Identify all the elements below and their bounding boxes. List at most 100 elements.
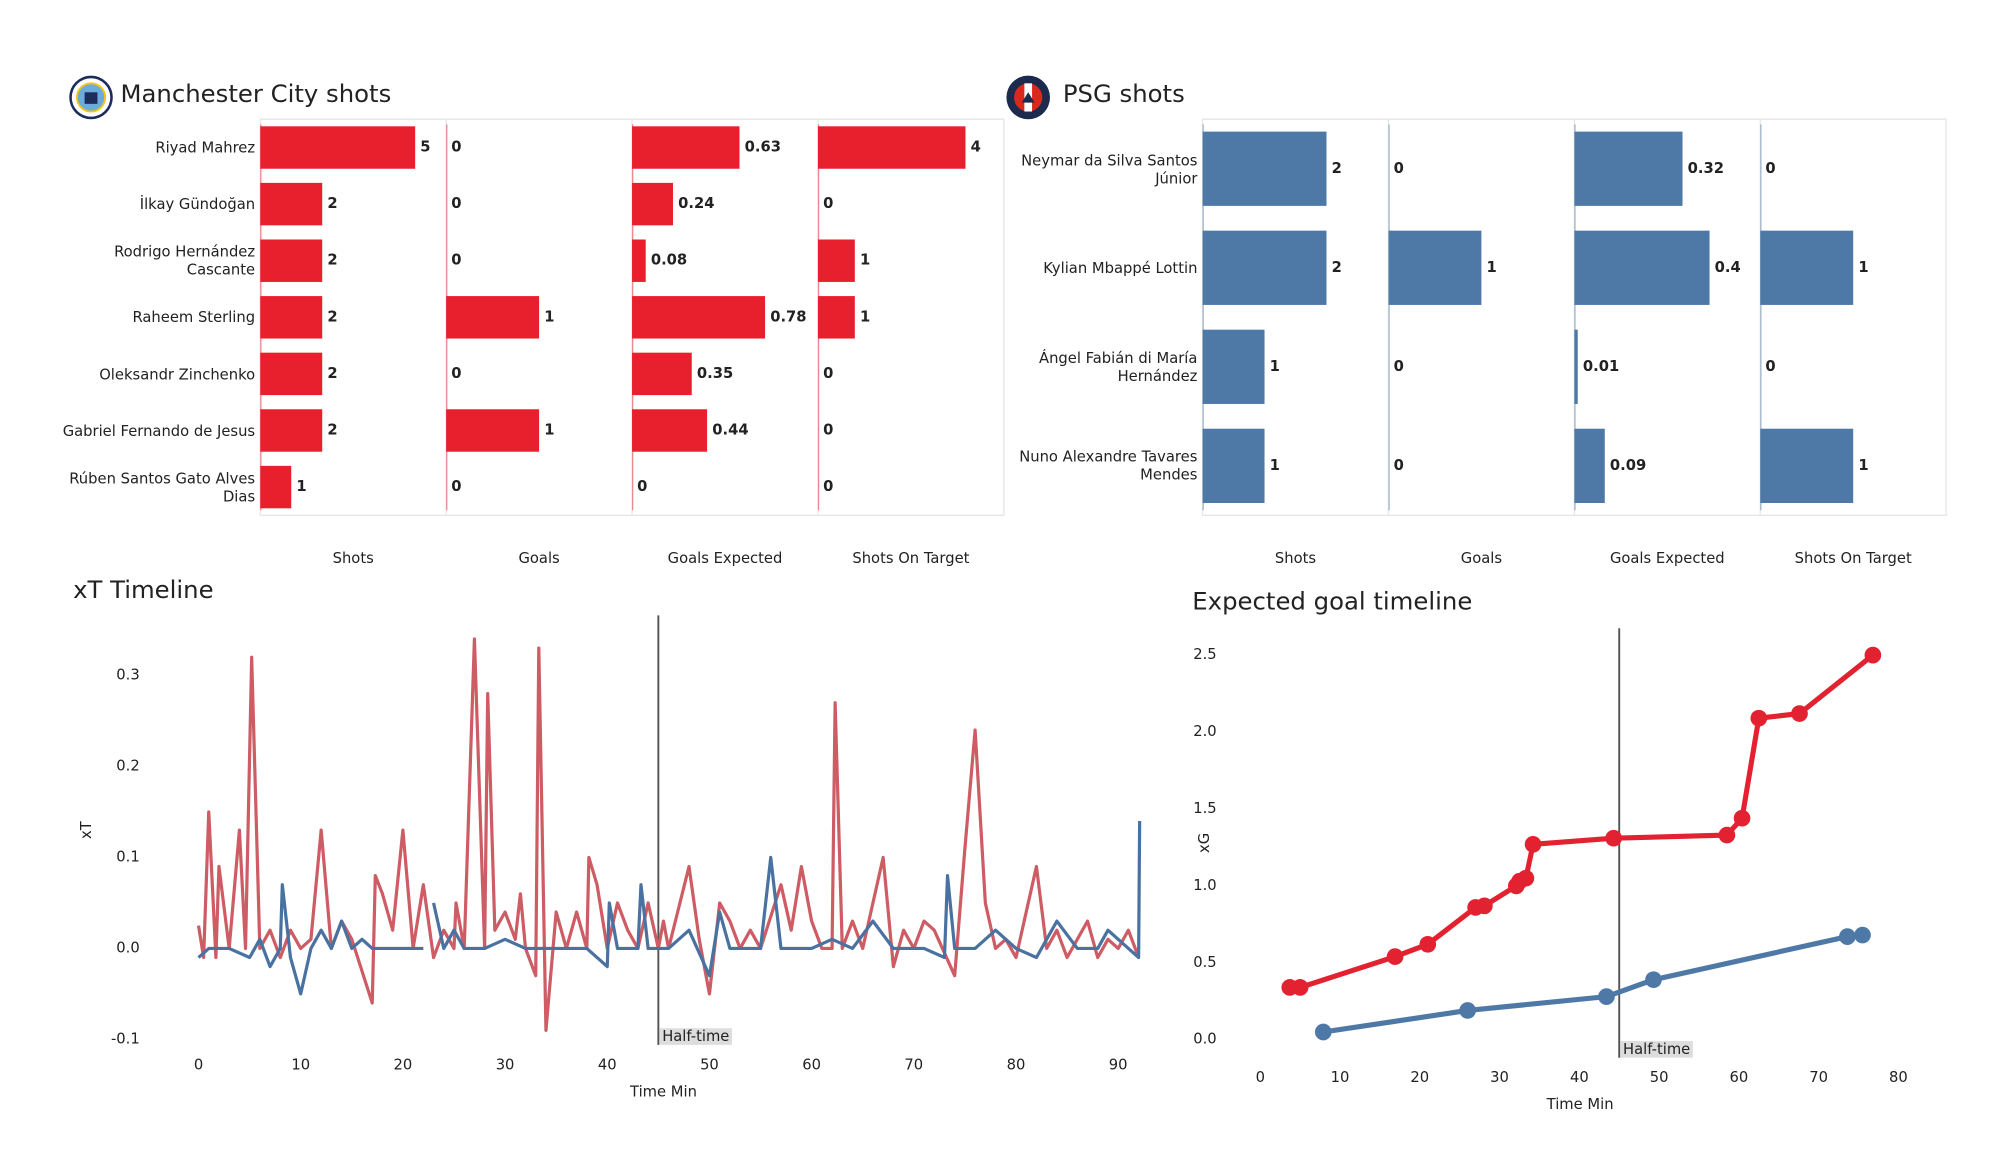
- halftime-label: Half-time: [662, 1028, 729, 1045]
- player-label: Kylian Mbappé Lottin: [1043, 258, 1198, 277]
- player-label-box: Rúben Santos Gato Alves Dias: [69, 469, 255, 505]
- series-line: [1322, 932, 1863, 1035]
- metric-label: Goals: [1461, 550, 1502, 567]
- value-label: 0: [451, 478, 461, 495]
- metric-label: Goals Expected: [1610, 550, 1725, 567]
- bar: [260, 182, 323, 226]
- point: [1459, 1002, 1476, 1019]
- x-axis-label: Time Min: [629, 1083, 697, 1100]
- player-label-box: Kylian Mbappé Lottin: [1043, 258, 1198, 277]
- x-tick-label: 90: [1109, 1056, 1128, 1073]
- x-tick-label: 10: [1331, 1069, 1350, 1086]
- point: [1476, 897, 1493, 915]
- metric-label: Shots: [333, 550, 374, 567]
- bar: [1202, 329, 1265, 404]
- value-label: 0.44: [712, 421, 748, 438]
- player-label: Oleksandr Zinchenko: [99, 364, 256, 383]
- point: [1419, 935, 1437, 953]
- bar: [446, 409, 540, 452]
- chart-title: Expected goal timeline: [1192, 587, 1472, 616]
- metric-label: Goals Expected: [668, 550, 783, 567]
- point: [1718, 826, 1736, 844]
- x-tick-label: 70: [1809, 1069, 1828, 1086]
- bar: [1574, 230, 1710, 305]
- y-tick-label: 0.0: [1193, 1031, 1216, 1048]
- player-label-box: Ángel Fabián di María Hernández: [1039, 349, 1197, 385]
- bar: [632, 126, 740, 169]
- y-tick-label: 0.5: [1193, 954, 1216, 971]
- bar: [817, 239, 855, 282]
- y-tick-label: 0.3: [116, 666, 139, 683]
- value-label: 0: [451, 195, 461, 212]
- y-tick-label: 0.0: [116, 939, 139, 956]
- player-label: Riyad Mahrez: [155, 138, 256, 157]
- bar: [1388, 230, 1482, 305]
- bar: [632, 296, 766, 339]
- point: [1750, 709, 1768, 727]
- value-label: 0.09: [1610, 457, 1646, 474]
- y-tick-label: 0.2: [116, 757, 139, 774]
- value-label: 0.24: [678, 195, 714, 212]
- bar: [632, 239, 646, 282]
- value-label: 1: [860, 308, 870, 325]
- value-label: 1: [544, 421, 554, 438]
- player-label-box: Raheem Sterling: [132, 308, 255, 326]
- player-label-box: İlkay Gündoğan: [140, 195, 255, 213]
- value-label: 2: [327, 252, 337, 269]
- value-label: 0.35: [697, 365, 733, 382]
- chart-title: xT Timeline: [73, 575, 214, 604]
- player-label-box: Nuno Alexandre Tavares Mendes: [1019, 447, 1198, 484]
- value-label: 2: [327, 365, 337, 382]
- value-label: 0: [823, 195, 833, 212]
- x-tick-label: 30: [1490, 1069, 1509, 1086]
- player-label-box: Rodrigo Hernández Cascante: [114, 242, 256, 279]
- point: [1314, 1023, 1332, 1041]
- x-tick-label: 0: [1256, 1069, 1265, 1086]
- point: [1864, 646, 1882, 664]
- value-label: 0: [1394, 457, 1404, 474]
- bar: [1574, 131, 1683, 206]
- point: [1386, 948, 1404, 965]
- bar: [260, 352, 323, 396]
- x-tick-label: 30: [496, 1056, 515, 1073]
- player-label-box: Gabriel Fernando de Jesus: [63, 421, 255, 439]
- x-axis-label: Time Min: [1546, 1096, 1614, 1113]
- y-axis-label: xT: [78, 820, 95, 839]
- series-line: [1289, 653, 1875, 990]
- point: [1598, 988, 1615, 1005]
- x-tick-label: 70: [904, 1056, 923, 1073]
- bar: [1202, 230, 1327, 305]
- point: [1733, 809, 1751, 827]
- bar: [446, 296, 540, 339]
- value-label: 2: [1332, 259, 1342, 276]
- series-line: [196, 637, 1141, 1032]
- value-label: 1: [1270, 358, 1280, 375]
- value-label: 0: [1765, 358, 1775, 375]
- metric-label: Shots On Target: [1795, 550, 1912, 567]
- bar: [632, 409, 708, 452]
- bar: [260, 239, 323, 282]
- x-tick-label: 20: [1410, 1069, 1429, 1086]
- value-label: 1: [544, 308, 554, 325]
- y-tick-label: 2.0: [1193, 723, 1216, 740]
- value-label: 0: [823, 478, 833, 495]
- player-label: Rodrigo Hernández Cascante: [114, 242, 256, 279]
- value-label: 2: [1332, 160, 1342, 177]
- value-label: 0.63: [745, 139, 781, 156]
- point: [1291, 979, 1309, 996]
- point: [1517, 869, 1535, 887]
- bar: [632, 352, 692, 396]
- series-line: [197, 821, 1142, 996]
- x-tick-label: 80: [1889, 1069, 1908, 1086]
- player-label: Neymar da Silva Santos Júnior: [1021, 150, 1198, 187]
- value-label: 0: [637, 478, 647, 495]
- chart-title: Manchester City shots: [121, 79, 392, 108]
- value-label: 2: [327, 308, 337, 325]
- value-label: 0.01: [1583, 358, 1619, 375]
- player-label: Nuno Alexandre Tavares Mendes: [1019, 447, 1198, 484]
- value-label: 1: [1487, 259, 1497, 276]
- bar: [1760, 428, 1854, 504]
- chart-title: PSG shots: [1063, 79, 1185, 108]
- player-label-box: Neymar da Silva Santos Júnior: [1021, 150, 1198, 187]
- metric-label: Shots: [1275, 550, 1316, 567]
